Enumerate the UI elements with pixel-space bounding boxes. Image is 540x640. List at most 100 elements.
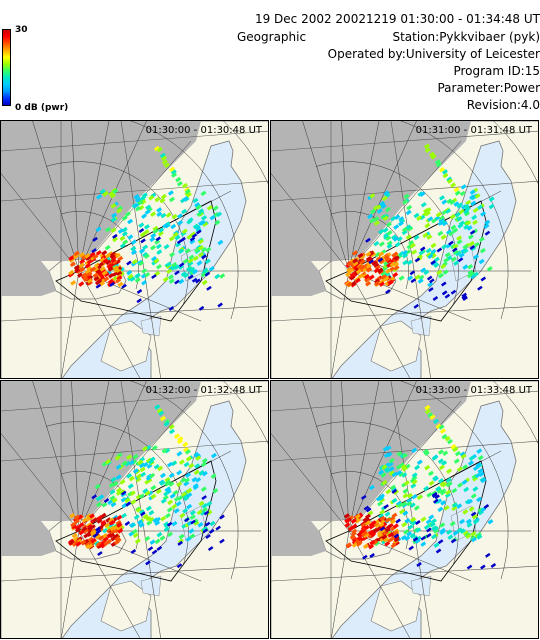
echo-cell	[467, 234, 474, 240]
echo-cell	[129, 490, 136, 497]
echo-cell	[176, 181, 183, 187]
echo-cell	[144, 272, 151, 278]
echo-cell	[364, 276, 371, 282]
echo-cell	[86, 278, 93, 284]
echo-cell	[73, 514, 80, 521]
echo-cell	[416, 459, 423, 466]
echo-cell	[426, 533, 432, 538]
echo-cell	[156, 249, 163, 255]
echo-cell	[81, 526, 88, 532]
echo-cell	[413, 303, 420, 309]
echo-cell	[178, 262, 185, 268]
echo-cell	[201, 279, 208, 286]
echo-cell	[350, 280, 357, 287]
echo-cell	[196, 229, 202, 235]
echo-cell	[185, 536, 192, 542]
echo-cell	[149, 539, 156, 545]
echo-cell	[438, 424, 445, 430]
echo-cell	[148, 459, 154, 465]
echo-cell	[167, 190, 174, 196]
echo-cell	[378, 513, 385, 519]
echo-cell	[366, 267, 373, 273]
echo-cell	[130, 245, 137, 252]
echo-cell	[467, 460, 474, 466]
echo-cell	[186, 492, 193, 498]
echo-cell	[390, 484, 397, 491]
echo-cell	[424, 222, 431, 229]
echo-cell	[429, 414, 436, 420]
echo-cell	[145, 505, 152, 512]
echo-cell	[168, 424, 175, 430]
echo-cell	[109, 193, 116, 199]
echo-cell	[368, 259, 374, 265]
echo-cell	[187, 260, 194, 267]
echo-cell	[462, 296, 468, 301]
echo-cell	[449, 521, 456, 527]
echo-cell	[424, 147, 431, 154]
echo-cell	[115, 490, 122, 496]
echo-cell	[169, 251, 176, 258]
echo-cell	[150, 485, 157, 491]
echo-cell	[142, 461, 149, 468]
echo-cell	[133, 194, 140, 200]
echo-cell	[110, 501, 117, 508]
echo-cell	[77, 272, 84, 278]
echo-cell	[126, 454, 133, 460]
echo-cell	[140, 471, 147, 478]
echo-cell	[105, 459, 112, 465]
echo-cell	[477, 455, 484, 461]
echo-cell	[193, 520, 200, 526]
echo-cell	[149, 236, 156, 243]
echo-cell	[136, 289, 143, 294]
echo-cell	[110, 257, 117, 264]
echo-cell	[396, 451, 403, 457]
echo-cell	[368, 524, 375, 530]
echo-cell	[423, 524, 430, 530]
echo-cell	[470, 511, 477, 517]
echo-cell	[428, 480, 435, 486]
echo-cell	[454, 450, 461, 457]
echo-cell	[160, 212, 167, 219]
echo-cell	[204, 271, 211, 277]
echo-cell	[401, 472, 408, 478]
echo-cell	[111, 497, 118, 504]
echo-cell	[461, 292, 467, 298]
echo-cell	[393, 489, 399, 495]
echo-cell	[68, 269, 75, 276]
echo-cell	[479, 247, 486, 254]
echo-cell	[200, 272, 207, 278]
echo-cell	[110, 203, 117, 209]
echo-cell	[171, 213, 178, 220]
echo-cell	[168, 278, 175, 284]
echo-cell	[185, 192, 192, 198]
echo-cell	[430, 518, 437, 524]
echo-cell	[112, 481, 119, 487]
echo-cell	[472, 271, 479, 278]
echo-cell	[134, 277, 141, 283]
echo-cell	[186, 503, 193, 510]
echo-cell	[188, 463, 195, 469]
echo-cell	[377, 532, 384, 538]
echo-cell	[84, 263, 91, 269]
echo-cell	[438, 478, 444, 484]
echo-cell	[165, 479, 172, 486]
echo-cell	[163, 421, 170, 427]
echo-cell	[411, 472, 418, 478]
echo-cell	[456, 235, 463, 241]
echo-cell	[121, 215, 128, 221]
echo-cell	[411, 447, 418, 454]
echo-cell	[438, 272, 444, 279]
echo-cell	[183, 272, 189, 279]
echo-cell	[103, 276, 110, 282]
echo-cell	[477, 468, 484, 474]
echo-cell	[117, 528, 124, 534]
echo-cell	[182, 508, 189, 514]
echo-cell	[474, 193, 481, 199]
echo-cell	[70, 280, 77, 286]
echo-cell	[94, 262, 101, 268]
echo-cell	[425, 247, 432, 254]
echo-cell	[144, 224, 150, 230]
echo-cell	[463, 486, 470, 493]
echo-cell	[477, 285, 483, 291]
echo-cell	[427, 216, 434, 222]
